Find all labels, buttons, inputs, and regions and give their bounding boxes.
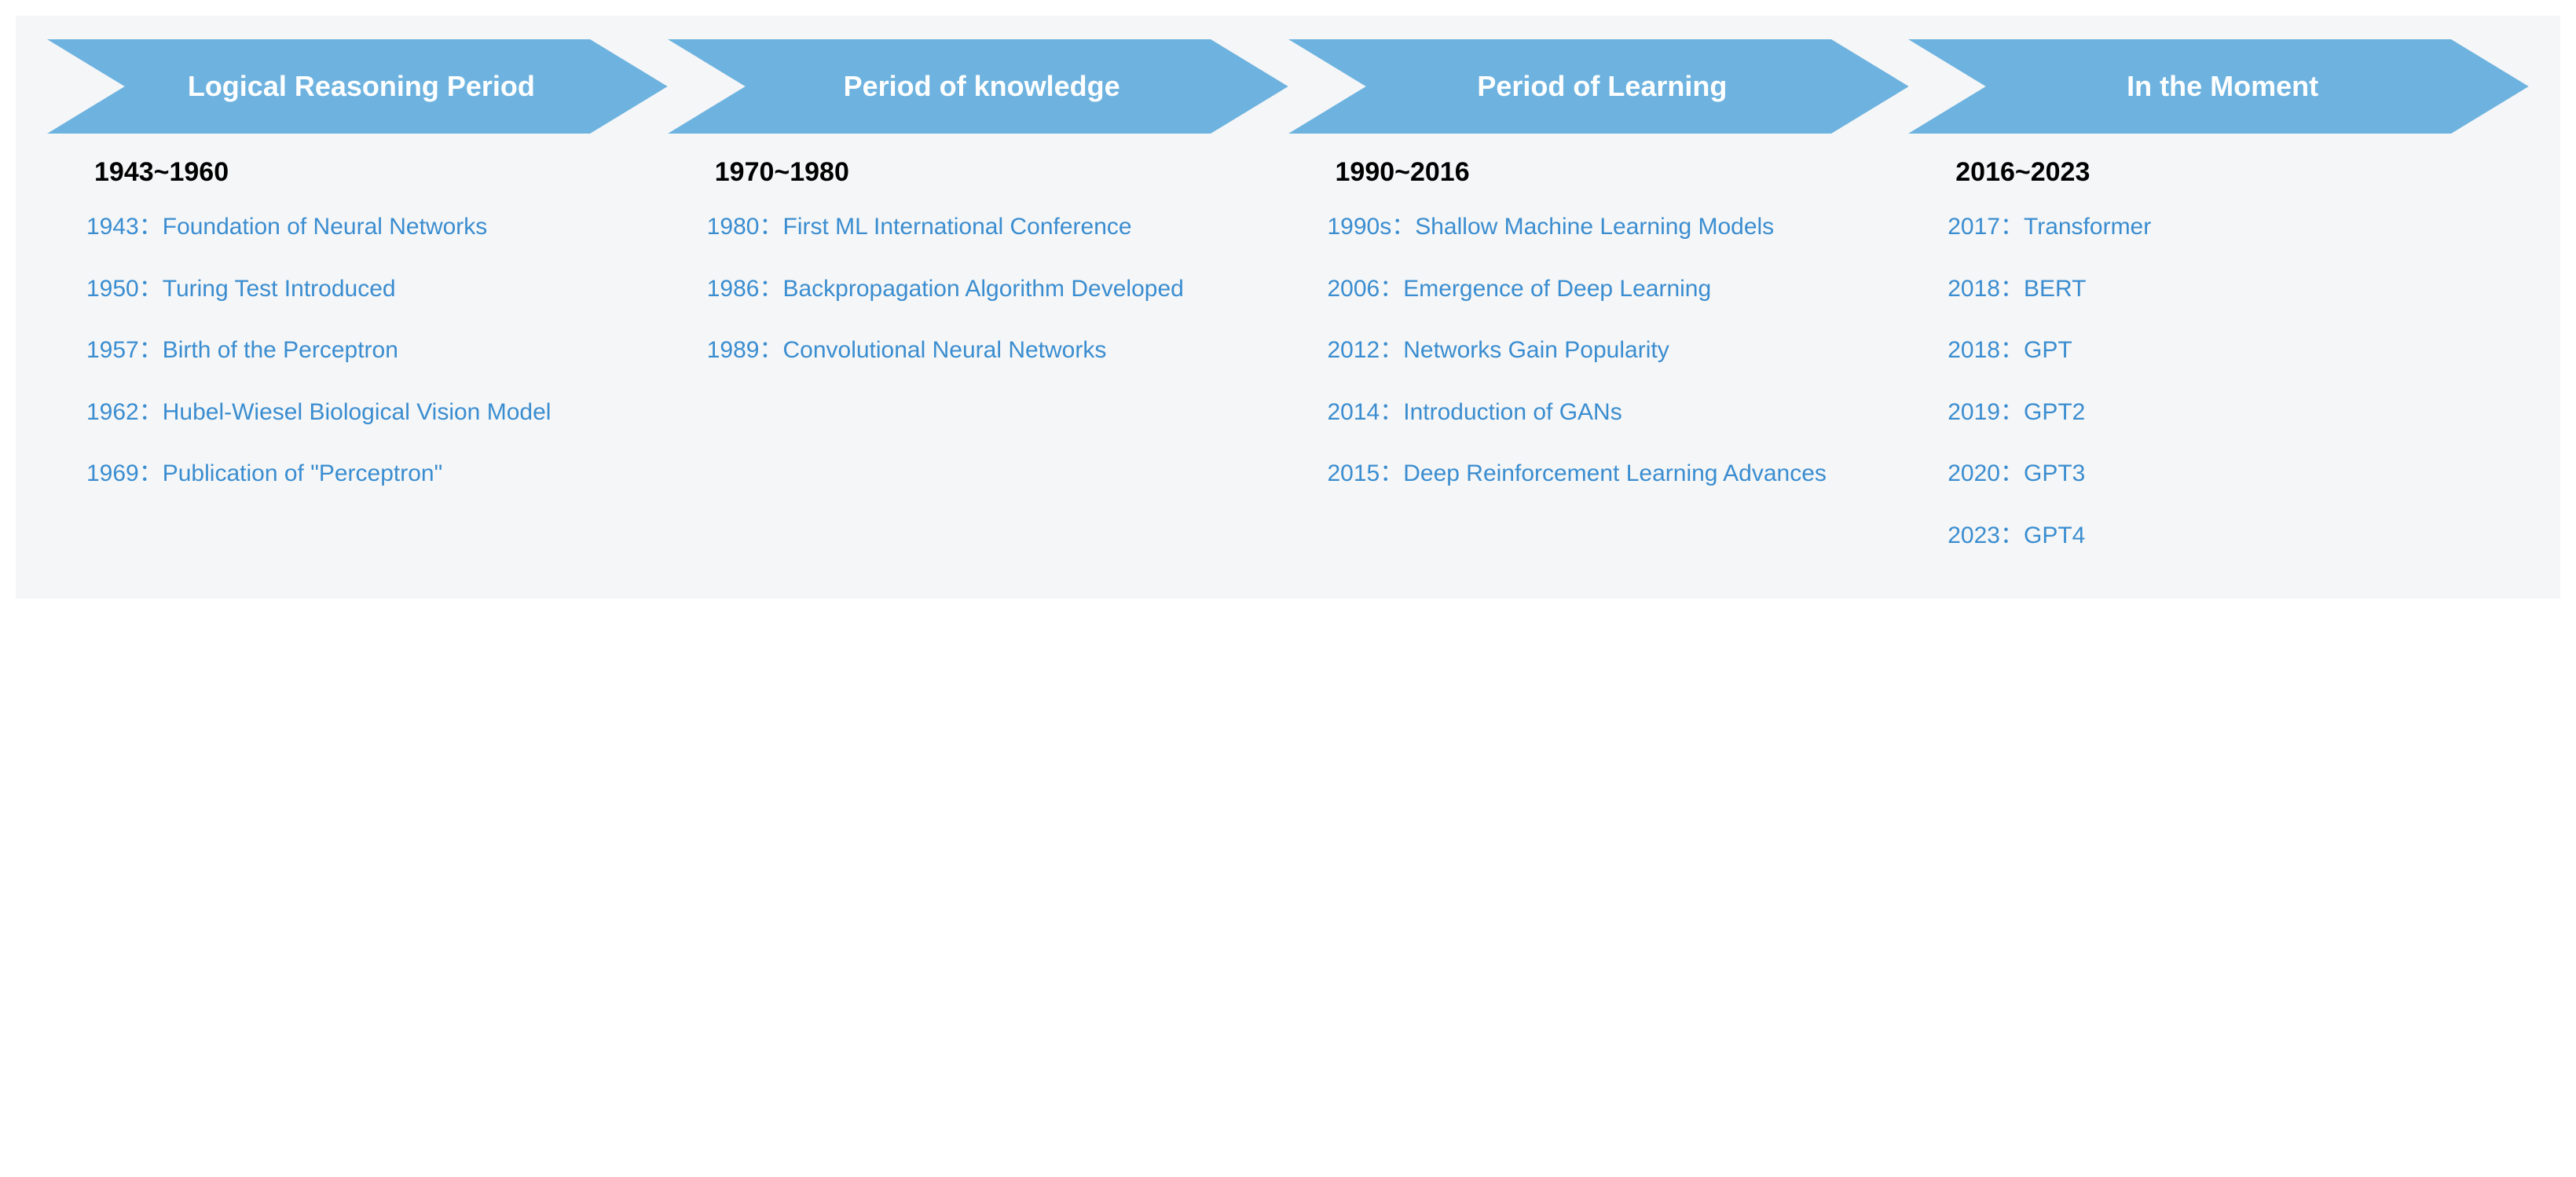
event-item: 1986：Backpropagation Algorithm Developed	[707, 273, 1249, 306]
event-item: 1957：Birth of the Perceptron	[86, 335, 628, 367]
period-learning: Period of Learning 1990~2016 1990s：Shall…	[1288, 39, 1909, 552]
period-title: Logical Reasoning Period	[188, 69, 535, 103]
event-item: 2018：GPT	[1948, 335, 2490, 367]
event-item: 1990s：Shallow Machine Learning Models	[1328, 211, 1870, 244]
year-range: 2016~2023	[1908, 157, 2529, 188]
event-item: 1962：Hubel-Wiesel Biological Vision Mode…	[86, 397, 628, 429]
period-title: Period of Learning	[1477, 69, 1727, 103]
event-item: 2023：GPT4	[1948, 520, 2490, 552]
chevron-header: Period of knowledge	[668, 39, 1288, 134]
timeline-row: Logical Reasoning Period 1943~1960 1943：…	[47, 39, 2529, 552]
year-range: 1990~2016	[1288, 157, 1909, 188]
chevron-header: Logical Reasoning Period	[47, 39, 668, 134]
period-logical-reasoning: Logical Reasoning Period 1943~1960 1943：…	[47, 39, 668, 552]
chevron-header: Period of Learning	[1288, 39, 1909, 134]
period-title: In the Moment	[2127, 69, 2318, 103]
period-title: Period of knowledge	[844, 69, 1120, 103]
timeline-container: Logical Reasoning Period 1943~1960 1943：…	[16, 16, 2560, 599]
event-item: 1969：Publication of "Perceptron"	[86, 458, 628, 490]
event-item: 2015：Deep Reinforcement Learning Advance…	[1328, 458, 1870, 490]
event-item: 1989：Convolutional Neural Networks	[707, 335, 1249, 367]
events-list: 1990s：Shallow Machine Learning Models 20…	[1288, 211, 1909, 490]
event-item: 2018：BERT	[1948, 273, 2490, 306]
event-item: 2020：GPT3	[1948, 458, 2490, 490]
event-item: 2012：Networks Gain Popularity	[1328, 335, 1870, 367]
period-knowledge: Period of knowledge 1970~1980 1980：First…	[668, 39, 1288, 552]
event-item: 1943：Foundation of Neural Networks	[86, 211, 628, 244]
event-item: 2014：Introduction of GANs	[1328, 397, 1870, 429]
events-list: 2017：Transformer 2018：BERT 2018：GPT 2019…	[1908, 211, 2529, 552]
event-item: 2006：Emergence of Deep Learning	[1328, 273, 1870, 306]
chevron-header: In the Moment	[1908, 39, 2529, 134]
events-list: 1980：First ML International Conference 1…	[668, 211, 1288, 367]
period-in-the-moment: In the Moment 2016~2023 2017：Transformer…	[1908, 39, 2529, 552]
year-range: 1970~1980	[668, 157, 1288, 188]
event-item: 2019：GPT2	[1948, 397, 2490, 429]
event-item: 2017：Transformer	[1948, 211, 2490, 244]
year-range: 1943~1960	[47, 157, 668, 188]
event-item: 1950：Turing Test Introduced	[86, 273, 628, 306]
event-item: 1980：First ML International Conference	[707, 211, 1249, 244]
events-list: 1943：Foundation of Neural Networks 1950：…	[47, 211, 668, 490]
